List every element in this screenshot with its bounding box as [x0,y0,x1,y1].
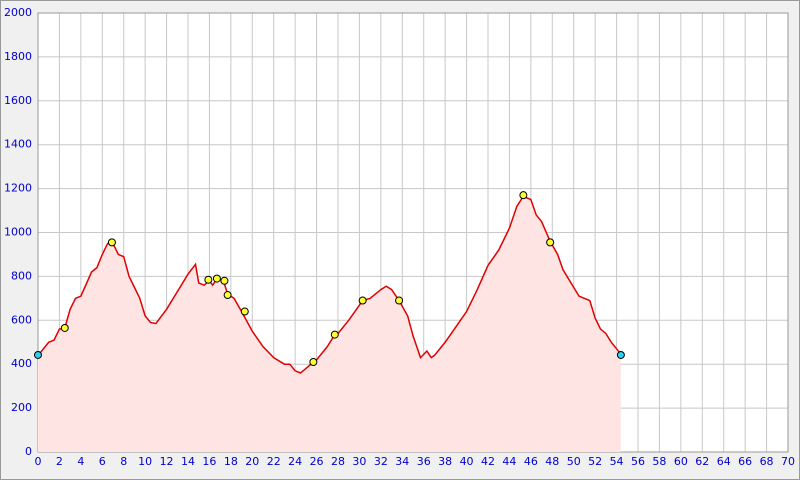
x-tick-label: 12 [160,455,174,468]
waypoint [519,191,528,200]
y-tick-label: 1000 [4,226,32,239]
waypoint [546,238,555,247]
waypoint [616,350,625,359]
x-tick-label: 26 [310,455,324,468]
x-tick-label: 62 [695,455,709,468]
x-tick-label: 50 [567,455,581,468]
x-tick-label: 22 [267,455,281,468]
x-tick-label: 8 [120,455,127,468]
waypoint [220,276,229,285]
x-tick-label: 44 [502,455,516,468]
x-tick-label: 6 [99,455,106,468]
x-tick-label: 54 [610,455,624,468]
x-tick-label: 60 [674,455,688,468]
y-tick-label: 800 [11,269,32,282]
x-tick-label: 14 [181,455,195,468]
x-tick-label: 42 [481,455,495,468]
waypoint [212,274,221,283]
x-tick-label: 32 [374,455,388,468]
x-tick-label: 40 [460,455,474,468]
waypoint [309,358,318,367]
x-tick-label: 24 [288,455,302,468]
x-tick-label: 58 [652,455,666,468]
area-fill [38,196,621,452]
waypoint [240,307,249,316]
x-tick-label: 66 [738,455,752,468]
x-tick-label: 2 [56,455,63,468]
x-tick-label: 30 [352,455,366,468]
x-tick-label: 4 [77,455,84,468]
y-tick-label: 1200 [4,182,32,195]
x-tick-label: 16 [202,455,216,468]
x-tick-label: 18 [224,455,238,468]
waypoint [107,238,116,247]
x-tick-label: 28 [331,455,345,468]
x-tick-label: 36 [417,455,431,468]
y-tick-label: 1800 [4,50,32,63]
y-tick-label: 200 [11,401,32,414]
x-tick-label: 10 [138,455,152,468]
x-tick-label: 20 [245,455,259,468]
waypoint [60,323,69,332]
x-tick-label: 46 [524,455,538,468]
x-tick-label: 68 [760,455,774,468]
x-tick-label: 34 [395,455,409,468]
y-tick-label: 0 [25,445,32,458]
y-tick-label: 400 [11,357,32,370]
x-tick-label: 48 [545,455,559,468]
x-tick-label: 64 [717,455,731,468]
x-tick-label: 38 [438,455,452,468]
y-tick-label: 600 [11,313,32,326]
x-tick-label: 56 [631,455,645,468]
x-tick-label: 52 [588,455,602,468]
y-tick-label: 2000 [4,6,32,19]
y-tick-label: 1400 [4,138,32,151]
waypoint [34,350,42,359]
elevation-line [37,195,622,374]
waypoint [330,330,339,339]
x-tick-label: 0 [35,455,42,468]
x-tick-label: 70 [781,455,795,468]
waypoint [395,296,404,305]
waypoint [358,296,367,305]
waypoint [204,275,213,284]
y-tick-label: 1600 [4,94,32,107]
waypoint [223,291,232,300]
